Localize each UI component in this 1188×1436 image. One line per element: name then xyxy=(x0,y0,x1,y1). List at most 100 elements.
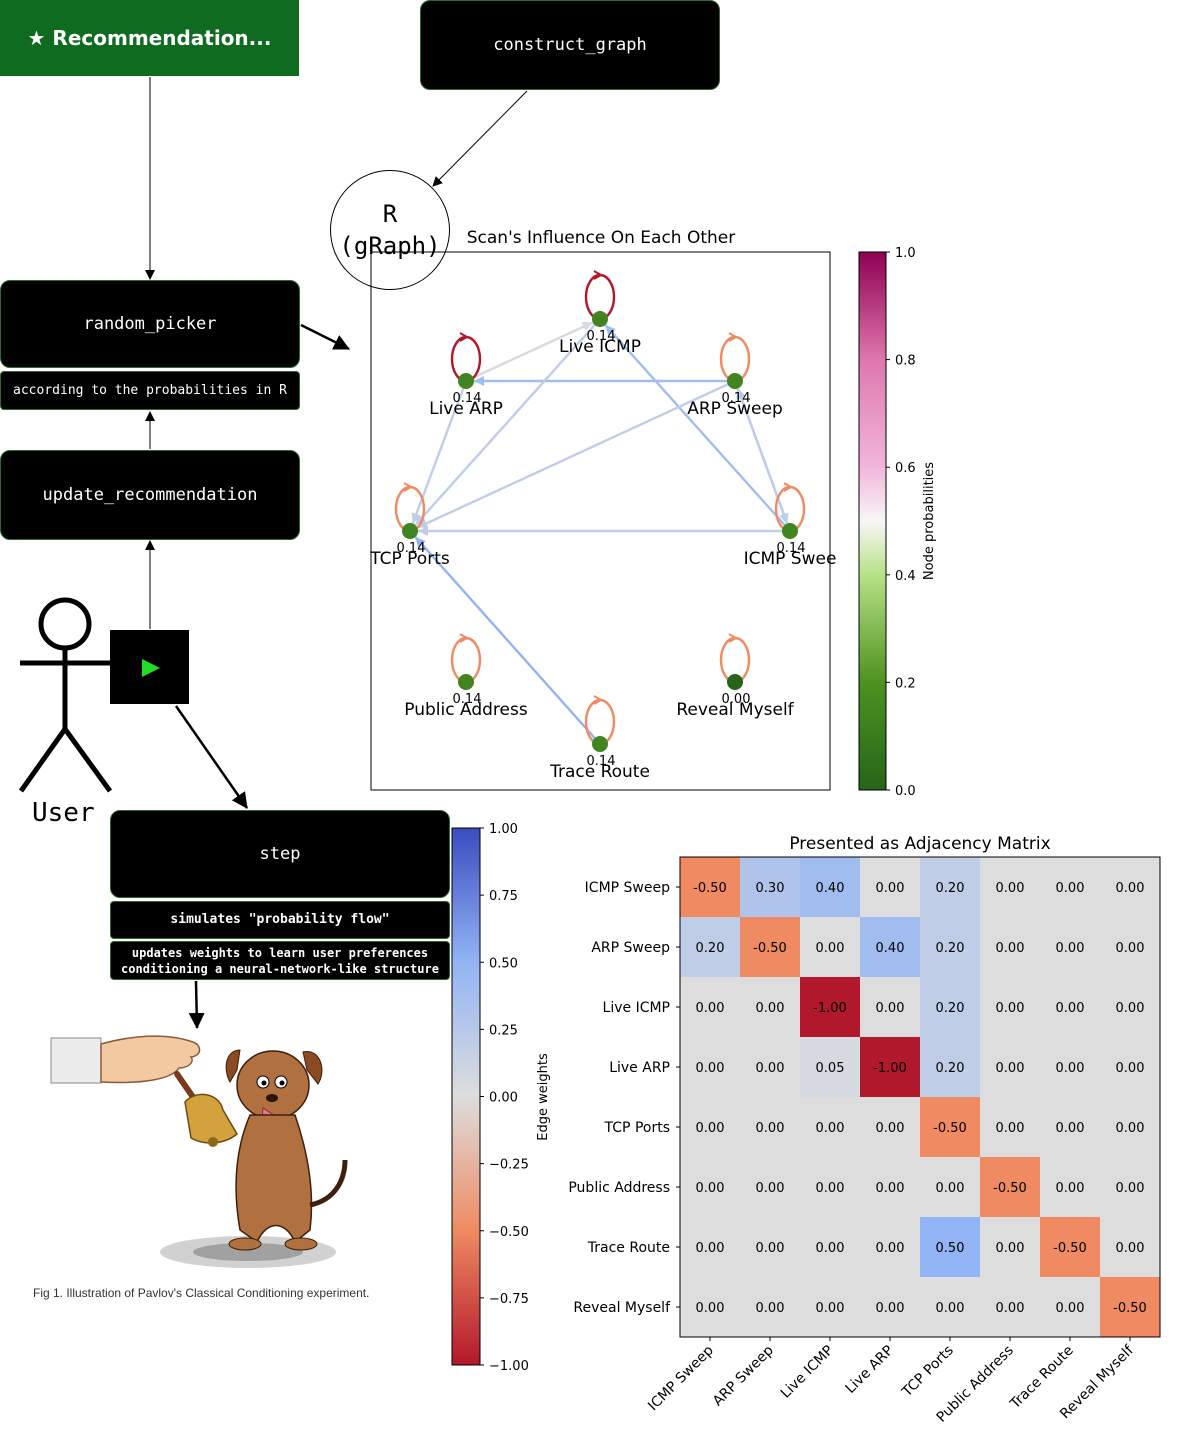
node-name-label-5: Public Address xyxy=(404,700,528,720)
heatmap-value-6-6: -0.50 xyxy=(1053,1241,1087,1256)
stick-figure-icon xyxy=(18,597,113,793)
heatmap-col-label-4: TCP Ports xyxy=(899,1343,957,1401)
heatmap-cell-5-1 xyxy=(740,1157,800,1217)
graph-node-6 xyxy=(727,674,743,690)
heatmap-value-6-3: 0.00 xyxy=(876,1241,905,1256)
heatmap-cell-1-3 xyxy=(860,917,920,977)
heatmap-cell-2-2 xyxy=(800,977,860,1037)
heatmap-cell-2-5 xyxy=(980,977,1040,1037)
r-graph-line2: (gRaph) xyxy=(339,232,441,260)
arrow-picker-to-graph xyxy=(300,323,350,351)
heatmap-value-3-6: 0.00 xyxy=(1056,1061,1085,1076)
step-note-learning: updates weights to learn user preference… xyxy=(110,941,450,980)
heatmap-value-1-2: 0.00 xyxy=(816,941,845,956)
heatmap-cell-5-4 xyxy=(920,1157,980,1217)
cbar1-tick-1: 0.8 xyxy=(895,354,916,369)
heatmap-cell-5-2 xyxy=(800,1157,860,1217)
network-plot-frame xyxy=(370,251,831,791)
heatmap-value-3-7: 0.00 xyxy=(1116,1061,1145,1076)
heatmap-cell-7-5 xyxy=(980,1277,1040,1337)
r-graph-node[interactable]: R (gRaph) xyxy=(330,170,450,290)
heatmap-value-7-6: 0.00 xyxy=(1056,1301,1085,1316)
node-prob-label-3: 0.14 xyxy=(397,541,426,556)
heatmap-cell-4-1 xyxy=(740,1097,800,1157)
heatmap-cell-5-6 xyxy=(1040,1157,1100,1217)
bell-icon xyxy=(174,1071,238,1147)
heatmap-cell-3-2 xyxy=(800,1037,860,1097)
heatmap-value-3-0: 0.00 xyxy=(696,1061,725,1076)
edge-2-4 xyxy=(414,318,601,526)
heatmap-cell-6-5 xyxy=(980,1217,1040,1277)
play-button[interactable] xyxy=(110,630,189,704)
play-icon xyxy=(142,659,160,677)
cbar2-tick-3: 0.25 xyxy=(489,1023,518,1038)
heatmap-value-2-6: 0.00 xyxy=(1056,1001,1085,1016)
heatmap-value-4-4: -0.50 xyxy=(933,1121,967,1136)
update-recommendation-box[interactable]: update_recommendation xyxy=(0,450,300,540)
heatmap-value-2-1: 0.00 xyxy=(756,1001,785,1016)
graph-node-1 xyxy=(458,373,474,389)
heatmap-value-5-2: 0.00 xyxy=(816,1181,845,1196)
graph-node-3 xyxy=(402,523,418,539)
heatmap-value-3-4: 0.20 xyxy=(936,1061,965,1076)
heatmap-cell-0-5 xyxy=(980,857,1040,917)
heatmap-value-6-0: 0.00 xyxy=(696,1241,725,1256)
arrow-step-to-dog xyxy=(188,980,205,1029)
heatmap-cell-1-4 xyxy=(920,917,980,977)
heatmap-value-0-2: 0.40 xyxy=(816,881,845,896)
heatmap-cell-4-6 xyxy=(1040,1097,1100,1157)
step-box[interactable]: step xyxy=(110,810,450,898)
heatmap-row-label-2: Live ICMP xyxy=(603,1000,670,1016)
node-prob-colorbar-label: Node probabilities xyxy=(922,462,937,580)
heatmap-value-1-6: 0.00 xyxy=(1056,941,1085,956)
heatmap-value-7-0: 0.00 xyxy=(696,1301,725,1316)
self-loop-arrow-1 xyxy=(459,332,470,342)
cbar2-tick-4: 0.00 xyxy=(489,1091,518,1106)
heatmap-row-label-1: ARP Sweep xyxy=(591,940,670,956)
cbar2-tick-6: −0.50 xyxy=(489,1225,529,1240)
heatmap-cell-4-7 xyxy=(1100,1097,1160,1157)
heatmap-cell-1-6 xyxy=(1040,917,1100,977)
heatmap-value-3-1: 0.00 xyxy=(756,1061,785,1076)
heatmap-cell-3-0 xyxy=(680,1037,740,1097)
node-name-label-6: Reveal Myself xyxy=(676,700,794,720)
node-prob-label-4: 0.14 xyxy=(777,541,806,556)
heatmap-cell-3-4 xyxy=(920,1037,980,1097)
construct-graph-box[interactable]: construct_graph xyxy=(420,0,720,90)
heatmap-value-2-2: -1.00 xyxy=(813,1001,847,1016)
node-name-label-7: Trace Route xyxy=(549,762,650,782)
heatmap-value-1-1: -0.50 xyxy=(753,941,787,956)
heatmap-value-7-4: 0.00 xyxy=(936,1301,965,1316)
cbar1-tick-3: 0.4 xyxy=(895,569,916,584)
heatmap-cell-6-0 xyxy=(680,1217,740,1277)
heatmap-value-3-5: 0.00 xyxy=(996,1061,1025,1076)
figure-caption: Fig 1. Illustration of Pavlov's Classica… xyxy=(33,1286,370,1300)
edge-1-4 xyxy=(416,379,736,529)
heatmap-value-4-2: 0.00 xyxy=(816,1121,845,1136)
recommendation-banner[interactable]: ★ Recommendation... xyxy=(0,0,299,76)
heatmap-row-label-3: Live ARP xyxy=(609,1060,670,1076)
graph-node-2 xyxy=(727,373,743,389)
self-loop-arrow-4 xyxy=(783,482,794,492)
heatmap-value-2-4: 0.20 xyxy=(936,1001,965,1016)
heatmap-value-5-1: 0.00 xyxy=(756,1181,785,1196)
user-label: User xyxy=(32,798,95,828)
heatmap-cell-0-4 xyxy=(920,857,980,917)
cbar1-tick-5: 0.0 xyxy=(895,784,916,799)
heatmap-value-5-5: -0.50 xyxy=(993,1181,1027,1196)
heatmap-row-label-5: Public Address xyxy=(568,1180,670,1196)
cbar2-tick-5: −0.25 xyxy=(489,1158,529,1173)
heatmap-cell-6-3 xyxy=(860,1217,920,1277)
step-note-line2: conditioning a neural-network-like struc… xyxy=(121,961,439,976)
heatmap-cell-7-3 xyxy=(860,1277,920,1337)
heatmap-value-5-6: 0.00 xyxy=(1056,1181,1085,1196)
heatmap-cell-3-5 xyxy=(980,1037,1040,1097)
random-picker-box[interactable]: random_picker xyxy=(0,280,300,368)
heatmap-cell-3-7 xyxy=(1100,1037,1160,1097)
edge-weight-colorbar-label: Edge weights xyxy=(536,1053,551,1141)
heatmap-cell-0-1 xyxy=(740,857,800,917)
heatmap-value-0-6: 0.00 xyxy=(1056,881,1085,896)
cbar2-tick-8: −1.00 xyxy=(489,1359,529,1374)
